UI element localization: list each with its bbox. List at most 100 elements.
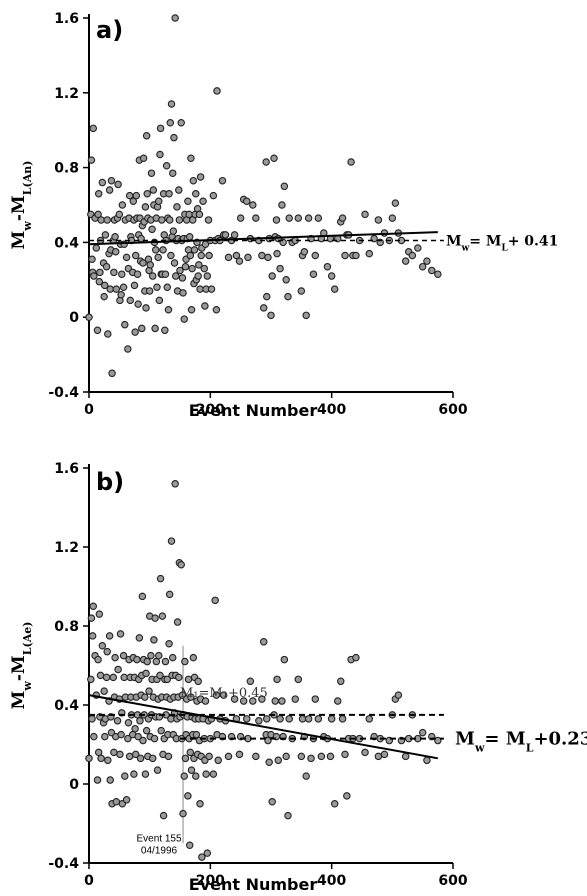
data-point — [278, 201, 286, 209]
data-point — [232, 251, 241, 260]
x-tick-label: 400 — [317, 402, 346, 418]
equation-annotation-part-3: L — [501, 244, 508, 254]
data-point — [151, 246, 160, 254]
data-point — [221, 231, 230, 239]
data-point — [434, 270, 442, 278]
y-tick-label: 0.4 — [54, 698, 79, 714]
data-point — [150, 636, 158, 644]
data-point — [87, 156, 96, 164]
data-point — [164, 752, 173, 761]
data-point — [265, 758, 273, 767]
data-point — [341, 251, 349, 260]
data-point — [148, 272, 157, 280]
data-point — [338, 715, 347, 723]
data-point — [408, 251, 417, 260]
equation-annotation-part-4: +0.23 — [533, 729, 587, 750]
data-point — [116, 750, 124, 759]
x-axis-label: Event Number — [189, 875, 318, 894]
data-point — [142, 669, 150, 678]
data-point — [108, 369, 116, 378]
data-point — [156, 124, 165, 133]
data-point — [341, 750, 349, 759]
data-point — [284, 811, 292, 820]
equation-annotation: Mw= ML+ 0.41 — [446, 234, 558, 254]
data-point — [167, 715, 175, 723]
data-point — [90, 732, 98, 741]
data-point — [101, 732, 109, 741]
data-point — [179, 289, 187, 297]
data-point — [264, 253, 272, 262]
data-point — [224, 752, 233, 761]
data-point — [276, 715, 284, 723]
data-point — [352, 251, 360, 260]
data-point — [285, 214, 293, 222]
data-point — [94, 190, 103, 198]
data-point — [204, 216, 213, 224]
data-point — [176, 266, 184, 275]
data-point — [165, 590, 174, 599]
data-point — [168, 169, 177, 177]
data-point — [214, 756, 222, 765]
data-point — [388, 214, 397, 222]
data-point — [187, 305, 196, 314]
y-tick-label: 0.4 — [54, 235, 79, 251]
data-point — [271, 697, 279, 705]
data-point — [156, 150, 164, 159]
data-point — [163, 675, 172, 684]
data-point — [194, 677, 202, 686]
data-point — [85, 754, 93, 763]
data-point — [291, 695, 300, 703]
data-point — [157, 726, 165, 735]
data-point — [278, 697, 286, 705]
data-point — [263, 715, 271, 723]
data-point — [180, 315, 188, 323]
y-axis-label-ylabel_mid: -M — [9, 655, 29, 681]
data-point — [201, 302, 209, 310]
data-point — [181, 262, 190, 271]
data-point — [414, 244, 422, 252]
data-point — [333, 697, 342, 705]
equation-annotation-part-4: + 0.41 — [508, 234, 559, 250]
data-point — [142, 304, 150, 312]
data-point — [125, 752, 134, 761]
data-point — [338, 214, 347, 222]
data-point — [337, 677, 345, 686]
data-point — [93, 776, 102, 784]
data-point — [235, 257, 244, 265]
data-point — [211, 596, 219, 605]
x-tick-label: 200 — [196, 402, 225, 418]
data-point — [155, 296, 164, 305]
data-point — [311, 251, 320, 260]
data-point — [93, 326, 102, 335]
data-point — [170, 259, 179, 267]
data-point — [111, 233, 119, 241]
data-point — [106, 285, 114, 293]
data-point — [112, 798, 121, 806]
data-point — [190, 246, 199, 254]
data-point — [242, 197, 251, 206]
data-point — [391, 199, 400, 207]
data-point — [161, 326, 169, 335]
data-point — [110, 748, 118, 757]
data-point — [200, 264, 209, 273]
x-tick-label: 200 — [196, 873, 225, 889]
data-point — [224, 253, 233, 262]
data-point — [139, 736, 147, 745]
data-point — [155, 651, 163, 660]
data-point — [187, 154, 195, 163]
data-point — [327, 272, 336, 280]
data-point — [177, 118, 185, 127]
equation-annotation-part-2: = M — [469, 234, 501, 250]
y-axis-label-ylabel_main: M — [9, 690, 29, 709]
data-point — [262, 158, 270, 166]
data-point — [274, 756, 283, 765]
data-point — [264, 736, 272, 745]
data-point — [98, 641, 107, 650]
data-point — [330, 799, 339, 808]
data-point — [141, 693, 149, 701]
data-point — [326, 752, 335, 761]
data-point — [138, 324, 146, 333]
data-point — [107, 176, 116, 185]
x-tick-label: 600 — [438, 873, 467, 889]
data-point — [122, 796, 131, 804]
